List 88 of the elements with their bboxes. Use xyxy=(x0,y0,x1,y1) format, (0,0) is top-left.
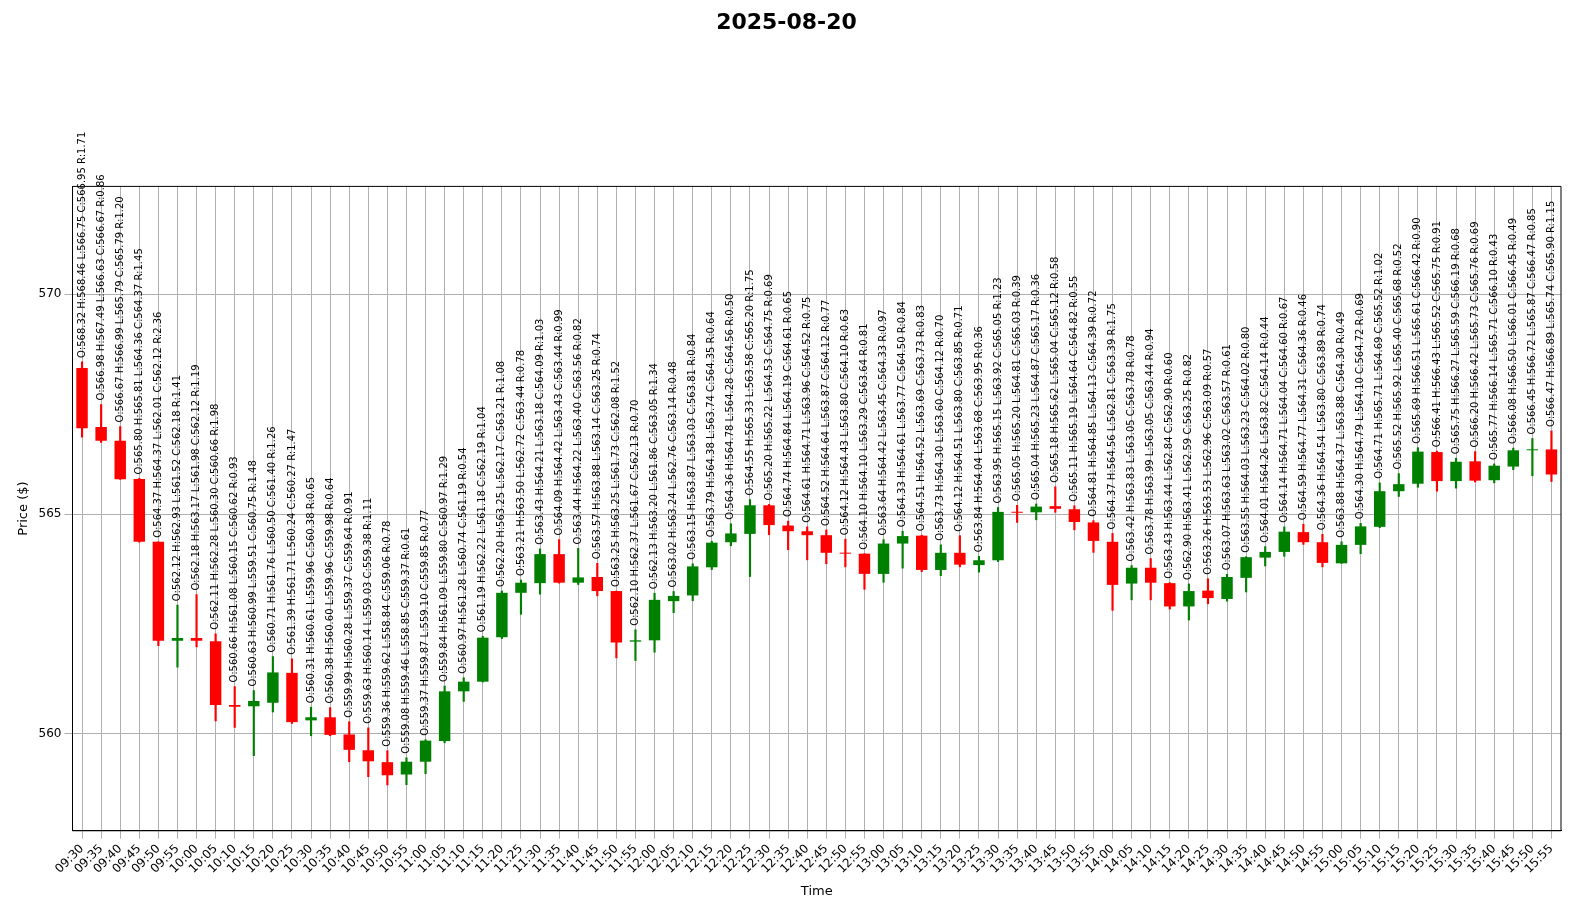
y-axis-title: Price ($) xyxy=(15,481,31,536)
text: O:560.63 H:560.99 L:559.51 C:560.75 R:1.48 xyxy=(247,460,259,687)
text: O:560.97 H:561.28 L:560.74 C:561.19 R:0.54 xyxy=(457,447,469,674)
text: O:565.18 H:565.62 L:565.04 C:565.12 R:0.58 xyxy=(1048,256,1060,483)
text: O:566.67 H:566.99 L:565.79 C:565.79 R:1.20 xyxy=(113,196,125,423)
text: O:564.01 H:564.26 L:563.82 C:564.14 R:0.44 xyxy=(1258,316,1270,543)
y-tick-label: 570 xyxy=(38,286,62,301)
candlestick xyxy=(629,629,642,661)
text: O:565.69 H:566.51 L:565.61 C:566.42 R:0.90 xyxy=(1411,217,1423,444)
text: O:565.52 H:565.92 L:565.40 C:565.68 R:0.52 xyxy=(1392,243,1404,470)
text: O:565.75 H:566.27 L:565.59 C:566.19 R:0.68 xyxy=(1449,228,1461,455)
text: O:562.90 H:563.41 L:562.59 C:563.25 R:0.82 xyxy=(1182,353,1194,581)
text: O:566.45 H:566.72 L:565.87 C:566.47 R:0.85 xyxy=(1525,208,1537,435)
text: O:566.08 H:566.50 L:566.01 C:566.45 R:0.49 xyxy=(1506,217,1518,445)
text: O:563.57 H:563.88 L:563.14 C:563.25 R:0.74 xyxy=(590,333,602,560)
text: O:564.74 H:564.84 L:564.19 C:564.61 R:0.65 xyxy=(781,290,793,518)
text: O:565.05 H:565.20 L:564.81 C:565.03 R:0.39 xyxy=(1010,275,1022,502)
text: O:565.20 H:565.22 L:564.53 C:564.75 R:0.69 xyxy=(762,274,774,501)
text: O:559.99 H:560.28 L:559.37 C:559.64 R:0.91 xyxy=(342,491,354,718)
text: O:563.95 H:565.15 L:563.92 C:565.05 R:1.23 xyxy=(991,277,1003,504)
text: O:563.73 H:564.30 L:563.60 C:564.12 R:0.70 xyxy=(934,314,946,541)
text: O:563.02 H:563.24 L:562.76 C:563.14 R:0.48 xyxy=(667,361,679,588)
text: O:563.84 H:564.04 L:563.68 C:563.95 R:0.36 xyxy=(972,326,984,553)
text: O:563.43 H:563.44 L:562.84 C:562.90 R:0.60 xyxy=(1163,352,1175,579)
text: O:559.36 H:559.62 L:558.84 C:559.06 R:0.78 xyxy=(380,520,392,747)
text: O:563.07 H:563.63 L:563.02 C:563.57 R:0.61 xyxy=(1220,344,1232,571)
text: O:559.84 H:561.09 L:559.80 C:560.97 R:1.29 xyxy=(438,455,450,683)
y-tick-label: 565 xyxy=(38,506,62,521)
text: O:565.04 H:565.23 L:564.87 C:565.17 R:0.36 xyxy=(1029,273,1041,500)
text: O:563.21 H:563.50 L:562.72 C:563.44 R:0.78 xyxy=(514,349,526,577)
text: O:564.81 H:564.85 L:564.13 C:564.39 R:0.72 xyxy=(1087,290,1099,517)
text: O:564.14 H:564.71 L:564.04 C:564.60 R:0.67 xyxy=(1277,296,1289,523)
text: O:564.61 H:564.71 L:563.96 C:564.52 R:0.75 xyxy=(800,296,812,523)
text: O:564.37 H:564.37 L:562.01 C:562.12 R:2.36 xyxy=(151,311,163,538)
text: O:564.10 H:564.10 L:563.29 C:563.64 R:0.81 xyxy=(858,323,870,550)
text: O:568.32 H:568.46 L:566.75 C:566.95 R:1.71 xyxy=(75,131,87,358)
text: O:563.15 H:563.87 L:563.03 C:563.81 R:0.84 xyxy=(686,333,698,560)
x-axis-title: Time xyxy=(799,882,833,898)
text: O:560.38 H:560.60 L:559.96 C:559.98 R:0.64 xyxy=(323,477,335,704)
text: O:562.10 H:562.37 L:561.67 C:562.13 R:0.70 xyxy=(629,399,641,626)
text: O:563.64 H:564.42 L:563.45 C:564.33 R:0.97 xyxy=(877,309,889,536)
text: O:564.12 H:564.51 L:563.80 C:563.85 R:0.71 xyxy=(953,305,965,532)
text: O:563.55 H:564.03 L:563.23 C:564.02 R:0.80 xyxy=(1239,326,1251,553)
text: O:564.37 H:564.56 L:562.81 C:563.39 R:1.75 xyxy=(1106,303,1118,530)
text: O:564.09 H:564.42 L:563.43 C:563.44 R:0.99 xyxy=(552,309,564,536)
text: O:559.37 H:559.87 L:559.10 C:559.85 R:0.77 xyxy=(419,509,431,736)
text: O:563.78 H:563.99 L:563.05 C:563.44 R:0.94 xyxy=(1144,328,1156,555)
text: O:563.44 H:564.22 L:563.40 C:563.56 R:0.82 xyxy=(571,318,583,545)
chart-title: 2025-08-20 xyxy=(716,8,857,34)
text: O:560.71 H:561.76 L:560.50 C:561.40 R:1.26 xyxy=(266,426,278,653)
text: O:561.19 H:562.22 L:561.18 C:562.19 R:1.04 xyxy=(476,406,488,633)
text: O:561.39 H:561.71 L:560.24 C:560.27 R:1.47 xyxy=(285,428,297,655)
text: O:560.31 H:560.61 L:559.96 C:560.38 R:0.65 xyxy=(304,476,316,704)
text: O:562.13 H:563.20 L:561.86 C:563.05 R:1.34 xyxy=(648,363,660,590)
text: O:562.11 H:562.28 L:560.30 C:560.66 R:1.98 xyxy=(209,403,221,630)
text: O:564.51 H:564.52 L:563.69 C:563.73 R:0.83 xyxy=(915,304,927,532)
text: O:564.36 H:564.78 L:564.28 C:564.56 R:0.50 xyxy=(724,293,736,520)
text: O:559.63 H:560.14 L:559.03 C:559.38 R:1.11 xyxy=(361,497,373,724)
text: O:564.55 H:565.33 L:563.58 C:565.20 R:1.75 xyxy=(743,269,755,496)
text: O:562.20 H:563.25 L:562.17 C:563.21 R:1.08 xyxy=(495,360,507,588)
text: O:562.12 H:562.93 L:561.52 C:562.18 R:1.41 xyxy=(171,374,183,602)
text: O:564.59 H:564.77 L:564.31 C:564.36 R:0.46 xyxy=(1296,293,1308,521)
text: O:563.79 H:564.38 L:563.74 C:564.35 R:0.64 xyxy=(705,311,717,538)
candlestick xyxy=(190,594,203,648)
text: O:566.98 H:567.49 L:566.63 C:566.67 R:0.86 xyxy=(94,174,106,401)
text: O:564.33 H:564.61 L:563.77 C:564.50 R:0.84 xyxy=(896,301,908,528)
candlestick xyxy=(171,604,184,668)
text: O:563.25 H:563.25 L:561.73 C:562.08 R:1.52 xyxy=(609,360,621,588)
text: O:564.30 H:564.79 L:564.10 C:564.72 R:0.69 xyxy=(1354,293,1366,520)
text: O:560.66 H:561.08 L:560.15 C:560.62 R:0.93 xyxy=(228,456,240,683)
text: O:566.47 H:566.89 L:565.74 C:565.90 R:1.15 xyxy=(1545,200,1557,427)
text: O:564.36 H:564.54 L:563.80 C:563.89 R:0.74 xyxy=(1316,304,1328,531)
candlestick xyxy=(1526,438,1539,477)
text: O:563.26 H:563.53 L:562.96 C:563.09 R:0.57 xyxy=(1201,348,1213,575)
y-tick-label: 560 xyxy=(38,726,62,741)
text: O:566.20 H:566.42 L:565.73 C:565.76 R:0.69 xyxy=(1468,221,1480,448)
text: O:563.42 H:563.83 L:563.05 C:563.78 R:0.78 xyxy=(1125,335,1137,562)
text: O:563.88 H:564.37 L:563.88 C:564.30 R:0.49 xyxy=(1335,311,1347,538)
text: O:562.18 H:563.17 L:561.98 C:562.12 R:1.19 xyxy=(190,364,202,591)
text: O:563.43 H:564.21 L:563.18 C:564.09 R:1.03 xyxy=(533,318,545,545)
text: O:565.11 H:565.19 L:564.64 C:564.82 R:0.55 xyxy=(1067,275,1079,502)
text: O:559.08 H:559.46 L:558.85 C:559.37 R:0.61 xyxy=(400,527,412,754)
text: O:564.52 H:564.64 L:563.87 C:564.12 R:0.77 xyxy=(819,299,831,526)
text: O:565.77 H:566.14 L:565.71 C:566.10 R:0.43 xyxy=(1487,233,1499,460)
text: O:564.71 H:565.71 L:564.69 C:565.52 R:1.02 xyxy=(1373,252,1385,479)
text: O:565.80 H:565.81 L:564.36 C:564.37 R:1.45 xyxy=(132,248,144,475)
text: O:564.12 H:564.43 L:563.80 C:564.10 R:0.63 xyxy=(838,308,850,536)
text: O:566.41 H:566.43 L:565.52 C:565.75 R:0.91 xyxy=(1430,220,1442,448)
